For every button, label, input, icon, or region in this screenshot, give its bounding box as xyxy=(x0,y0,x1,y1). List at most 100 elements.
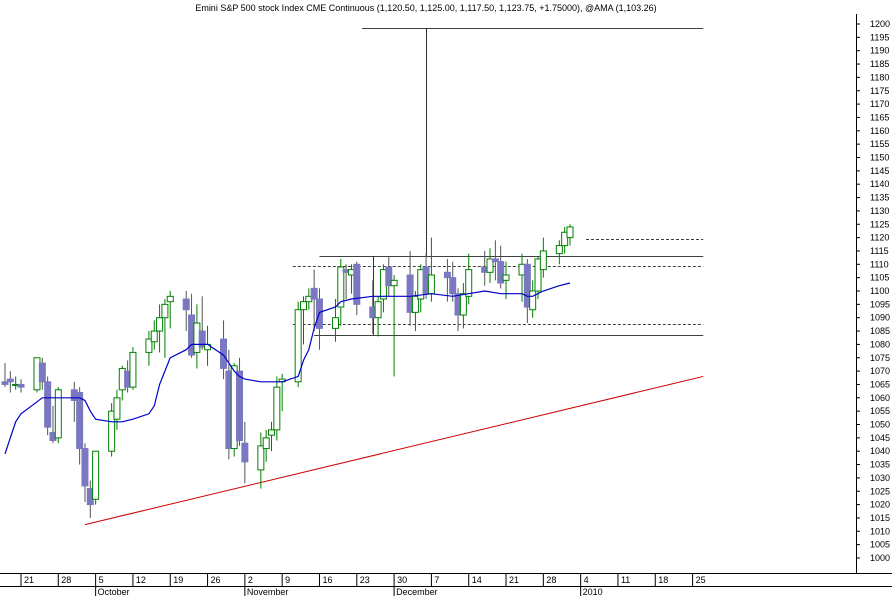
candle-up xyxy=(390,274,398,377)
x-tick-label: 26 xyxy=(211,575,221,585)
y-tick-label: 1175 xyxy=(870,86,889,96)
y-tick-label: 1150 xyxy=(870,153,889,163)
candle-down xyxy=(81,443,89,502)
y-tick-label: 1065 xyxy=(870,379,890,389)
candle-down xyxy=(1,363,9,388)
candle-body xyxy=(273,386,281,431)
candle-up xyxy=(113,389,121,430)
candle-body xyxy=(539,250,547,271)
candle-body xyxy=(486,258,494,273)
candle-body xyxy=(54,389,62,439)
y-tick-label: 1195 xyxy=(870,32,889,42)
y-axis: 1000 1005 1010 1015 1020 1025 1030 1035 1040 1045… xyxy=(856,14,890,573)
plot-area xyxy=(1,28,704,526)
x-tick-label: 30 xyxy=(397,575,407,585)
candle-body xyxy=(459,293,467,316)
candle-body xyxy=(81,448,89,487)
x-tick-label: 21 xyxy=(24,575,34,585)
candle-up xyxy=(262,429,270,462)
candle-body xyxy=(198,330,206,348)
candle-up xyxy=(294,301,302,388)
x-tick-label: 23 xyxy=(360,575,370,585)
y-tick-label: 1025 xyxy=(870,486,890,496)
candle-down xyxy=(198,296,206,350)
x-tick-label: 11 xyxy=(621,575,630,585)
candle-up xyxy=(299,296,307,345)
candle-down xyxy=(449,261,457,302)
candle-body xyxy=(443,271,451,279)
x-tick-label: 18 xyxy=(658,575,668,585)
candle-up xyxy=(273,376,281,441)
candle-up xyxy=(150,320,158,350)
x-tick-label: 14 xyxy=(472,575,482,585)
candle-body xyxy=(299,301,307,311)
y-tick-label: 1165 xyxy=(870,112,889,122)
candle-body xyxy=(374,301,382,319)
candle-down xyxy=(241,421,249,484)
x-tick-label: 7 xyxy=(434,575,439,585)
y-tick-label: 1050 xyxy=(870,420,890,430)
candle-up xyxy=(337,258,345,326)
candle-body xyxy=(406,274,414,313)
candle-body xyxy=(257,445,265,471)
x-tick-label: 19 xyxy=(173,575,183,585)
month-label: October xyxy=(98,587,130,596)
candle-up xyxy=(161,299,169,358)
y-tick-label: 1095 xyxy=(870,299,890,309)
candle-body xyxy=(566,226,574,239)
x-tick-label: 12 xyxy=(136,575,146,585)
candle-up xyxy=(534,256,542,300)
candle-up xyxy=(166,291,174,329)
candle-up xyxy=(486,248,494,283)
y-tick-label: 1130 xyxy=(870,206,889,216)
y-tick-label: 1155 xyxy=(870,139,889,149)
candle-body xyxy=(353,263,361,305)
y-tick-label: 1060 xyxy=(870,393,890,403)
candle-up xyxy=(54,387,62,444)
candle-up xyxy=(566,224,574,246)
x-tick-label: 2 xyxy=(248,575,253,585)
candle-body xyxy=(17,383,25,388)
candle-body xyxy=(268,429,276,436)
candle-down xyxy=(38,357,46,390)
candle-up xyxy=(411,291,419,332)
y-tick-label: 1110 xyxy=(870,259,889,269)
candle-down xyxy=(44,376,52,436)
candle-up xyxy=(92,450,100,505)
y-tick-label: 1115 xyxy=(870,246,889,256)
candle-up xyxy=(465,253,473,305)
y-tick-label: 1080 xyxy=(870,339,890,349)
candle-up xyxy=(561,226,569,254)
candle-body xyxy=(129,351,137,388)
y-tick-label: 1125 xyxy=(870,219,889,229)
y-tick-label: 1105 xyxy=(870,273,889,283)
candle-body xyxy=(145,338,153,353)
y-tick-label: 1185 xyxy=(870,59,889,69)
candle-body xyxy=(294,309,302,383)
candle-body xyxy=(182,298,190,311)
y-tick-label: 1090 xyxy=(870,313,890,323)
candle-body xyxy=(310,287,318,300)
candle-body xyxy=(534,258,542,292)
x-tick-label: 16 xyxy=(322,575,332,585)
y-tick-label: 1160 xyxy=(870,126,889,136)
candle-body xyxy=(523,263,531,308)
candle-body xyxy=(449,277,457,295)
y-tick-label: 1035 xyxy=(870,460,890,470)
candle-up xyxy=(156,304,164,353)
candle-up xyxy=(539,237,547,278)
month-label: 2010 xyxy=(583,587,603,596)
support-trendline xyxy=(84,375,704,526)
candle-down xyxy=(220,320,228,380)
candle-down xyxy=(523,258,531,324)
candle-down xyxy=(182,291,190,332)
candle-up xyxy=(529,280,537,318)
y-tick-label: 1145 xyxy=(870,166,889,176)
candle-up xyxy=(108,403,116,457)
y-tick-label: 1005 xyxy=(870,540,890,550)
candle-down xyxy=(310,269,318,332)
candle-body xyxy=(156,317,164,332)
y-tick-label: 1015 xyxy=(870,513,890,523)
candle-body xyxy=(76,391,84,450)
